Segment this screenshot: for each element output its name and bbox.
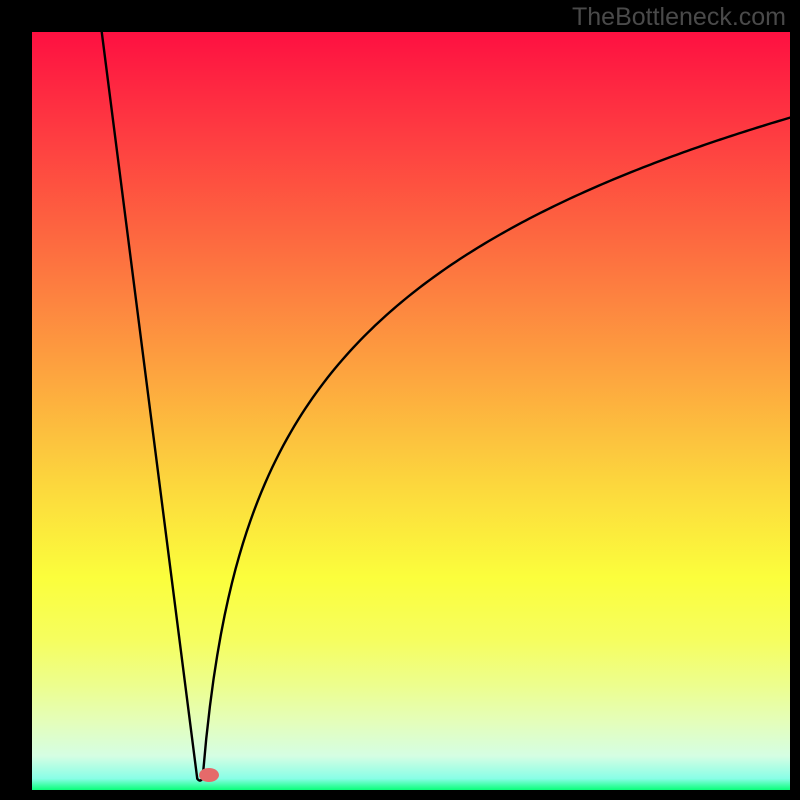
figure-container: TheBottleneck.com: [0, 0, 800, 800]
plot-area: [32, 32, 790, 790]
border-left: [0, 0, 32, 800]
optimum-marker: [199, 768, 219, 782]
border-right: [790, 0, 800, 800]
border-bottom: [0, 790, 800, 800]
watermark-text: TheBottleneck.com: [572, 3, 786, 32]
bottleneck-curve: [32, 32, 790, 790]
